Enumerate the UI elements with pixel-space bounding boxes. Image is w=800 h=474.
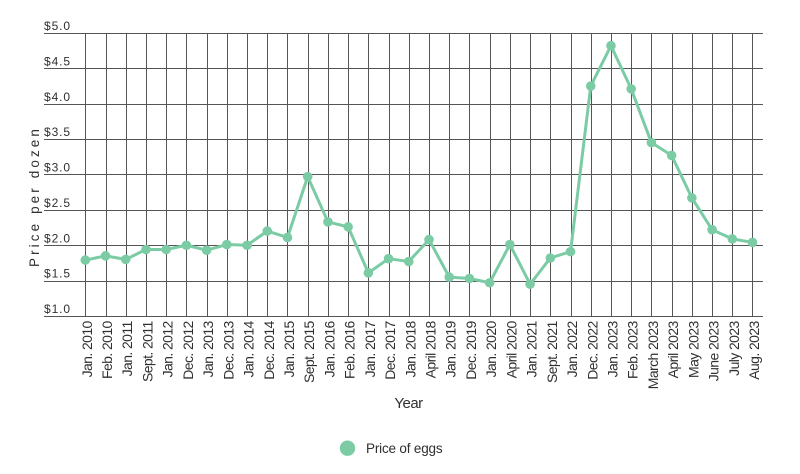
svg-text:Jan. 2013: Jan. 2013	[200, 320, 216, 377]
svg-text:April 2020: April 2020	[503, 320, 519, 378]
svg-text:Aug. 2023: Aug. 2023	[746, 320, 762, 379]
svg-text:March 2023: March 2023	[645, 320, 661, 389]
svg-text:Jan. 2022: Jan. 2022	[564, 320, 580, 377]
svg-text:Jan. 2011: Jan. 2011	[119, 320, 135, 376]
svg-text:June 2023: June 2023	[706, 320, 722, 381]
svg-text:Dec. 2014: Dec. 2014	[261, 320, 277, 379]
svg-text:April 2023: April 2023	[665, 320, 681, 378]
svg-text:Dec. 2019: Dec. 2019	[463, 320, 479, 379]
svg-text:Jan. 2015: Jan. 2015	[281, 320, 297, 377]
svg-text:$1.0: $1.0	[44, 302, 71, 316]
svg-text:Jan. 2018: Jan. 2018	[402, 320, 418, 377]
svg-text:April 2018: April 2018	[423, 320, 439, 378]
svg-text:Jan. 2021: Jan. 2021	[524, 320, 540, 377]
svg-text:$3.5: $3.5	[44, 125, 71, 139]
svg-text:Jan. 2023: Jan. 2023	[604, 320, 620, 377]
svg-text:Price per dozen: Price per dozen	[27, 126, 42, 267]
svg-text:Jan. 2010: Jan. 2010	[79, 320, 95, 377]
svg-text:Jan. 2019: Jan. 2019	[443, 320, 459, 377]
svg-text:Dec. 2013: Dec. 2013	[220, 320, 236, 379]
svg-text:$3.0: $3.0	[44, 161, 71, 175]
svg-text:$4.0: $4.0	[44, 90, 71, 104]
svg-text:Feb. 2010: Feb. 2010	[99, 320, 115, 378]
svg-text:$2.0: $2.0	[44, 231, 71, 245]
svg-text:May 2023: May 2023	[685, 320, 701, 377]
svg-text:$1.5: $1.5	[44, 267, 71, 281]
svg-text:Dec. 2017: Dec. 2017	[382, 320, 398, 379]
svg-text:Sept. 2015: Sept. 2015	[301, 320, 317, 383]
svg-text:Feb. 2023: Feb. 2023	[625, 320, 641, 378]
svg-text:$4.5: $4.5	[44, 54, 71, 68]
svg-text:$2.5: $2.5	[44, 196, 71, 210]
svg-text:Dec. 2012: Dec. 2012	[180, 320, 196, 379]
svg-text:Year: Year	[394, 395, 423, 412]
svg-text:Jan. 2016: Jan. 2016	[321, 320, 337, 377]
svg-text:July 2023: July 2023	[726, 320, 742, 375]
svg-text:Jan. 2020: Jan. 2020	[483, 320, 499, 377]
svg-text:Price of eggs: Price of eggs	[366, 441, 443, 456]
svg-text:Jan. 2014: Jan. 2014	[241, 320, 257, 377]
svg-text:Jan. 2017: Jan. 2017	[362, 320, 378, 377]
svg-text:Jan. 2012: Jan. 2012	[160, 320, 176, 377]
svg-text:Feb. 2016: Feb. 2016	[342, 320, 358, 378]
svg-text:Sept. 2011: Sept. 2011	[139, 320, 155, 381]
svg-text:Dec. 2022: Dec. 2022	[584, 320, 600, 379]
svg-text:$5.0: $5.0	[44, 19, 71, 33]
svg-text:Sept. 2021: Sept. 2021	[544, 320, 560, 383]
